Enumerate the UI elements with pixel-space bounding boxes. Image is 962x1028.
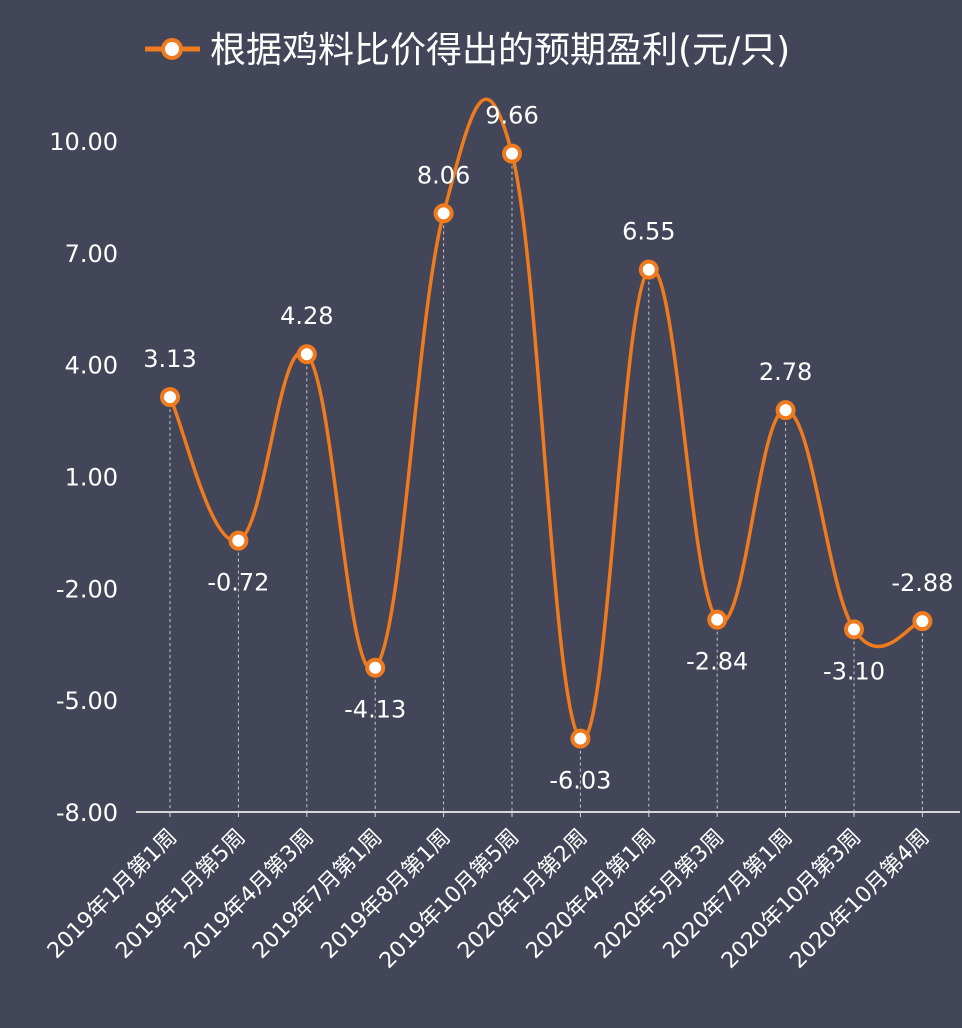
data-label: -6.03	[549, 767, 611, 795]
data-point	[228, 530, 249, 551]
data-label: 2.78	[759, 358, 812, 386]
data-point	[296, 344, 317, 365]
data-label: 9.66	[485, 102, 538, 130]
chart-title: 根据鸡料比价得出的预期盈利(元/只)	[210, 30, 790, 71]
x-tick-label: 2020年5月第3周	[590, 825, 729, 964]
data-label: 3.13	[143, 345, 196, 373]
data-labels: 3.13 -0.72 4.28 -4.13 8.06 9.66 -6.03 6.55 -2.84…	[143, 102, 953, 795]
data-point	[570, 728, 591, 749]
y-tick-label: 1.00	[65, 464, 118, 492]
data-points	[160, 143, 933, 749]
x-tick-label: 2020年4月第1周	[522, 825, 661, 964]
data-label: -2.88	[891, 569, 953, 597]
x-tick-label: 2019年4月第3周	[180, 825, 319, 964]
data-point	[365, 657, 386, 678]
data-label: -4.13	[344, 696, 406, 724]
y-tick-label: 10.00	[49, 128, 118, 156]
x-tick-label: 2019年7月第1周	[248, 825, 387, 964]
data-point	[433, 203, 454, 224]
data-point	[844, 619, 864, 640]
x-tick-label: 2020年7月第1周	[659, 825, 798, 964]
data-label: -2.84	[686, 648, 748, 676]
data-point	[160, 387, 180, 408]
y-tick-label: -8.00	[56, 799, 118, 827]
y-axis: -8.00 -5.00 -2.00 1.00 4.00 7.00 10.00	[49, 128, 118, 827]
y-tick-label: 4.00	[65, 352, 118, 380]
legend-marker-icon	[161, 38, 183, 60]
legend: 根据鸡料比价得出的预期盈利(元/只)	[145, 30, 790, 71]
data-label: -3.10	[823, 657, 885, 685]
series-line	[168, 97, 923, 741]
data-point	[502, 143, 522, 164]
data-point	[775, 400, 796, 421]
data-point	[707, 609, 728, 630]
x-tick-label: 2020年1月第2周	[453, 825, 592, 964]
y-tick-label: 7.00	[65, 240, 118, 268]
x-tick-label: 2019年1月第5周	[111, 825, 250, 964]
y-tick-label: -5.00	[56, 687, 118, 715]
drop-lines	[169, 153, 923, 812]
data-point	[638, 259, 659, 280]
data-label: 8.06	[417, 161, 470, 189]
x-tick-label: 2019年8月第1周	[317, 825, 456, 964]
y-tick-label: -2.00	[56, 575, 118, 603]
data-point	[912, 611, 933, 632]
data-label: 6.55	[622, 218, 675, 246]
data-label: -0.72	[207, 569, 269, 597]
x-axis: 2019年1月第1周2019年1月第5周2019年4月第3周2019年7月第1周…	[43, 811, 960, 974]
x-tick-label: 2019年1月第1周	[43, 825, 182, 964]
data-label: 4.28	[280, 302, 333, 330]
